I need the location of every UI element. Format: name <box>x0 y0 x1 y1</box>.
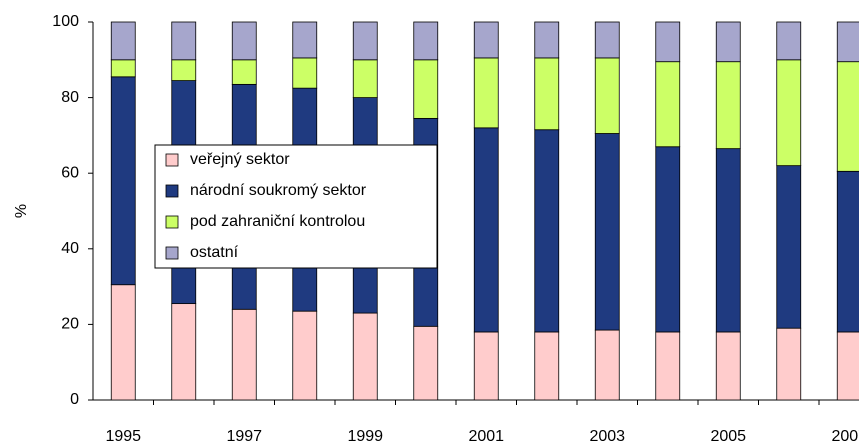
bar-segment <box>171 59 197 81</box>
x-tick-label: 2007 <box>831 428 859 443</box>
bar-segment <box>413 21 439 61</box>
bar-segment <box>594 57 620 134</box>
y-axis-label: % <box>13 204 30 218</box>
bar-segment <box>473 21 499 59</box>
y-tick-label: 40 <box>61 240 79 257</box>
bar-segment <box>715 61 741 150</box>
x-tick-label: 1997 <box>226 428 262 443</box>
bar-segment <box>171 21 197 61</box>
legend-swatch <box>165 215 179 229</box>
bar-segment <box>776 59 802 167</box>
bar-segment <box>655 61 681 148</box>
bar-segment <box>776 21 802 61</box>
bar-segment <box>352 312 378 401</box>
bar-segment <box>715 21 741 63</box>
bar-segment <box>534 57 560 131</box>
bar-segment <box>110 76 136 286</box>
bar-segment <box>715 331 741 401</box>
legend: veřejný sektor národní soukromý sektor pod… <box>154 144 438 269</box>
legend-swatch <box>165 153 179 167</box>
bar-segment <box>655 331 681 401</box>
bar-segment <box>715 148 741 333</box>
bar-segment <box>594 329 620 401</box>
bar-segment <box>352 59 378 98</box>
legend-label: ostatní <box>190 244 239 261</box>
x-tick-label: 2001 <box>468 428 504 443</box>
bar-segment <box>473 127 499 333</box>
bar-segment <box>655 146 681 333</box>
bar-segment <box>413 59 439 119</box>
bar-segment <box>231 59 257 85</box>
y-tick-label: 20 <box>61 316 79 333</box>
x-tick-label: 1999 <box>347 428 383 443</box>
x-tick-label: 1995 <box>105 428 141 443</box>
bar-segment <box>534 129 560 333</box>
legend-swatch <box>165 184 179 198</box>
bar-segment <box>292 21 318 59</box>
bar-segment <box>171 303 197 401</box>
legend-box <box>154 144 438 269</box>
x-tick-label: 2003 <box>589 428 625 443</box>
y-tick-label: 60 <box>61 164 79 181</box>
bar-segment <box>836 61 859 172</box>
y-tick-label: 80 <box>61 89 79 106</box>
bar-segment <box>473 331 499 401</box>
bar-segment <box>534 21 560 59</box>
bar-segment <box>292 310 318 401</box>
bar-segment <box>655 21 681 63</box>
x-tick-label: 2005 <box>710 428 746 443</box>
bar-segment <box>594 133 620 331</box>
bar-segment <box>836 331 859 401</box>
y-tick-label: 100 <box>52 13 79 30</box>
bar-segment <box>836 21 859 63</box>
bar-segment <box>413 325 439 401</box>
legend-label: veřejný sektor <box>190 151 290 168</box>
bar-segment <box>594 21 620 59</box>
bar-segment <box>231 21 257 61</box>
bar-segment <box>836 170 859 333</box>
legend-label: národní soukromý sektor <box>190 182 367 199</box>
bar-segment <box>776 165 802 329</box>
bar-segment <box>292 57 318 89</box>
bar-segment <box>110 59 136 78</box>
y-tick-label: 0 <box>70 391 79 408</box>
legend-swatch <box>165 246 179 260</box>
bar-segment <box>473 57 499 129</box>
bar-segment <box>776 327 802 401</box>
bar-segment <box>534 331 560 401</box>
bar-segment <box>231 308 257 401</box>
bar-segment <box>352 21 378 61</box>
bar-segment <box>110 21 136 61</box>
bar-segment <box>110 284 136 401</box>
legend-label: pod zahraniční kontrolou <box>190 213 365 230</box>
